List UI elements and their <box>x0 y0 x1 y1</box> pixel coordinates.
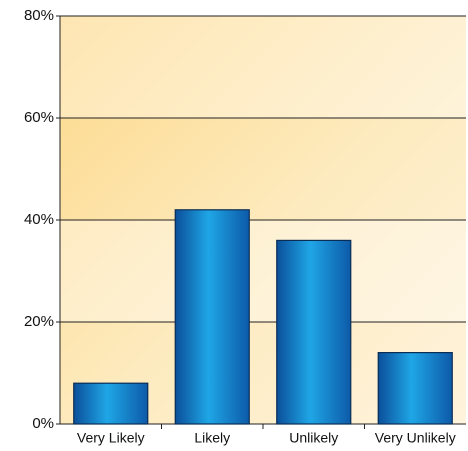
plot-band <box>60 220 466 322</box>
x-tick-label: Very Likely <box>77 430 145 446</box>
x-tick-label: Likely <box>194 430 230 446</box>
y-tick-label: 60% <box>24 109 54 126</box>
y-tick-label: 20% <box>24 313 54 330</box>
y-tick-label: 0% <box>32 415 54 432</box>
bar <box>73 382 149 425</box>
plot-band <box>60 16 466 118</box>
bar <box>276 239 352 425</box>
x-tick-label: Unlikely <box>289 430 338 446</box>
y-tick-label: 40% <box>24 211 54 228</box>
bar <box>174 209 250 425</box>
bar <box>377 352 453 425</box>
y-tick-label: 80% <box>24 7 54 24</box>
x-tick-label: Very Unlikely <box>375 430 456 446</box>
